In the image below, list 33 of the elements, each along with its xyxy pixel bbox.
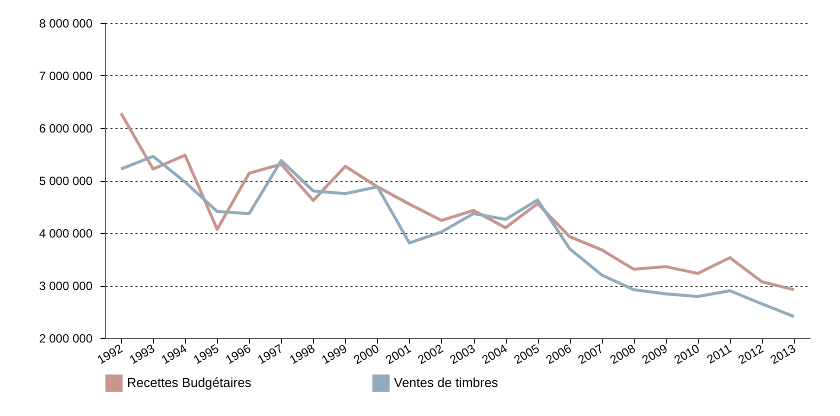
y-tick-label: 3 000 000 (39, 279, 93, 293)
y-tick-label: 2 000 000 (39, 332, 93, 346)
line-series (120, 154, 796, 318)
legend-label: Ventes de timbres (394, 375, 499, 390)
x-tick-label: 2002 (415, 341, 446, 367)
x-tick-label: 1999 (319, 341, 350, 367)
x-tick-label: 1992 (94, 341, 126, 367)
y-tick-label: 8 000 000 (39, 16, 93, 30)
x-tick-label: 1994 (158, 341, 190, 367)
x-tick-label: 2005 (511, 341, 542, 367)
x-tick-label: 2006 (544, 341, 574, 367)
legend-label: Recettes Budgétaires (127, 375, 252, 390)
y-tick-label: 6 000 000 (39, 122, 93, 136)
x-tick-label: 2001 (383, 341, 414, 367)
x-tick-label: 2010 (672, 341, 702, 367)
x-tick-label: 1998 (287, 341, 318, 367)
x-tick-label: 1997 (255, 341, 286, 367)
x-tick-label: 2004 (479, 341, 510, 367)
line-series (120, 112, 796, 292)
x-tick-label: 2012 (736, 341, 766, 367)
x-tick-label: 1993 (126, 341, 158, 367)
x-tick-label: 2008 (608, 341, 638, 367)
x-tick-label: 2011 (704, 341, 734, 366)
x-tick-label: 2007 (576, 341, 606, 367)
x-tick-label: 2013 (768, 341, 798, 367)
x-tick-label: 2003 (447, 341, 478, 367)
x-tick-label: 2000 (351, 341, 382, 367)
y-tick-label: 4 000 000 (39, 226, 93, 240)
x-tick-label: 2009 (640, 341, 670, 367)
x-tick-label: 1995 (191, 341, 222, 367)
x-tick-label: 1996 (223, 341, 254, 367)
y-tick-label: 7 000 000 (39, 69, 93, 83)
y-tick-label: 5 000 000 (39, 174, 93, 188)
